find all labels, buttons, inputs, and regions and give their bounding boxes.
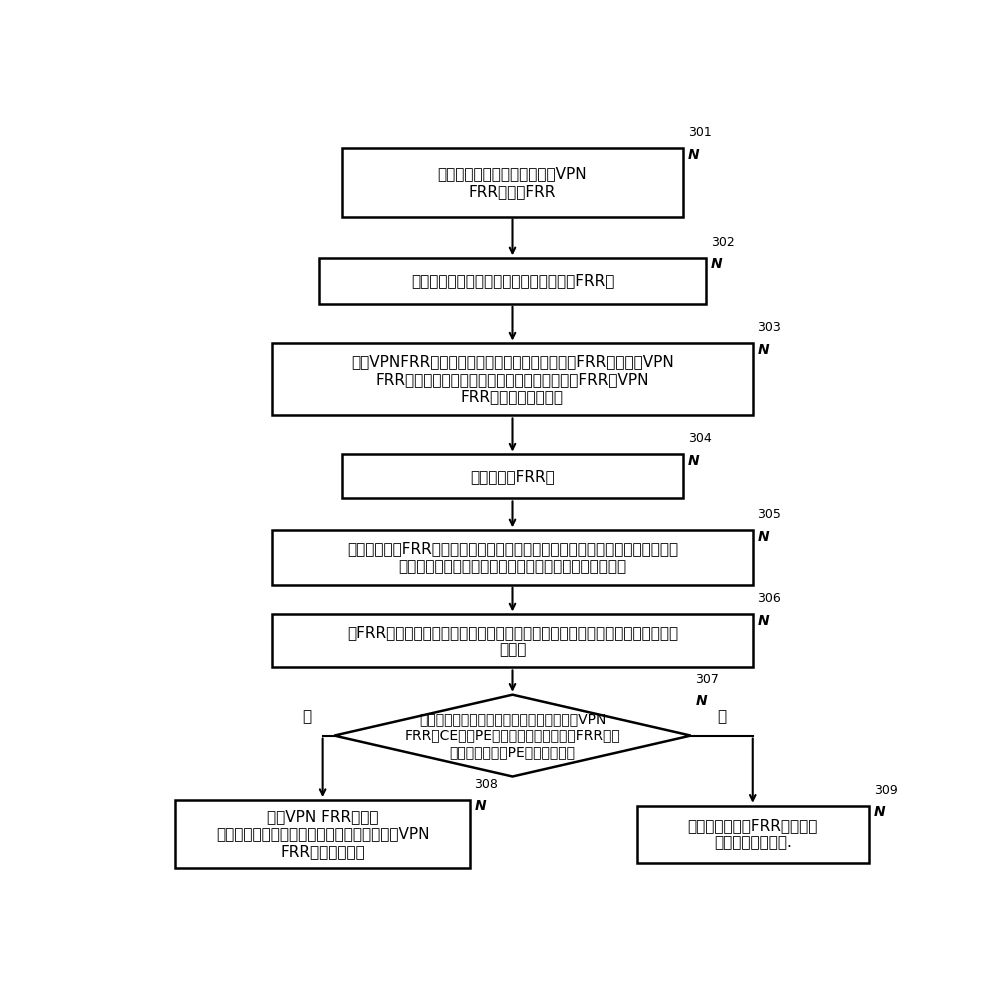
Text: 驱动模块写FRR表: 驱动模块写FRR表 [470,469,555,484]
Text: 驱动模块根据链路的部署情况写路由表和FRR表: 驱动模块根据链路的部署情况写路由表和FRR表 [411,274,614,288]
Text: N: N [874,805,885,819]
Text: N: N [757,614,769,628]
FancyBboxPatch shape [272,343,753,415]
Text: 微码模块查询FRR表，如果此时标识路由发生故障的标识没有置位，即链路正常
，则微码模块此时将数据包按优选链路进行正常封装转发: 微码模块查询FRR表，如果此时标识路由发生故障的标识没有置位，即链路正常 ，则微… [347,541,678,574]
Text: 302: 302 [711,236,735,249]
Text: N: N [757,342,769,357]
Text: N: N [475,799,486,813]
Text: 306: 306 [757,592,781,605]
Text: N: N [711,258,723,272]
Text: 304: 304 [688,432,711,446]
Text: N: N [695,694,707,707]
FancyBboxPatch shape [342,455,683,499]
Polygon shape [334,695,691,776]
FancyBboxPatch shape [272,614,753,667]
FancyBboxPatch shape [637,806,869,863]
Text: N: N [688,454,699,467]
Text: 309: 309 [874,783,897,797]
Text: N: N [688,148,699,161]
Text: 按照原有的外层FRR技术进行
报文的封装和转发.: 按照原有的外层FRR技术进行 报文的封装和转发. [688,818,818,850]
Text: 否: 否 [717,709,726,724]
Text: 301: 301 [688,126,711,140]
Text: 根据VPN FRR表获得
链路信息并对数据包进行封装，将数据包经由VPN
FRR链路转发出去: 根据VPN FRR表获得 链路信息并对数据包进行封装，将数据包经由VPN FRR… [216,809,429,859]
Text: 308: 308 [475,778,498,791]
Text: 建立链路，在链路中同时部署VPN
FRR和外层FRR: 建立链路，在链路中同时部署VPN FRR和外层FRR [438,166,587,199]
FancyBboxPatch shape [175,800,470,868]
Text: 307: 307 [695,673,719,686]
Text: 303: 303 [757,322,781,335]
FancyBboxPatch shape [342,149,683,216]
Text: 是: 是 [303,709,312,724]
Text: 将FRR表保存的优选、次选路由信息进行倒换，并将标识优选链路发生故障的标
识置位: 将FRR表保存的优选、次选路由信息进行倒换，并将标识优选链路发生故障的标 识置位 [347,625,678,657]
Text: 判断优选链路发生故障的位置是否位于适用VPN
FRR的CE双归PE的区域中且部署的外层FRR无法
对其进行保护的PE结点或链路？: 判断优选链路发生故障的位置是否位于适用VPN FRR的CE双归PE的区域中且部署… [405,712,620,759]
FancyBboxPatch shape [272,530,753,584]
Text: N: N [757,529,769,543]
Text: 305: 305 [757,508,781,522]
FancyBboxPatch shape [319,258,706,304]
Text: 保存VPNFRR索引作为路由下一跳索引，并将外层FRR索引作为VPN
FRR的级联索引保存，路由表中分别将标识外层FRR和VPN
FRR的标识进行置位；: 保存VPNFRR索引作为路由下一跳索引，并将外层FRR索引作为VPN FRR的级… [351,354,674,404]
